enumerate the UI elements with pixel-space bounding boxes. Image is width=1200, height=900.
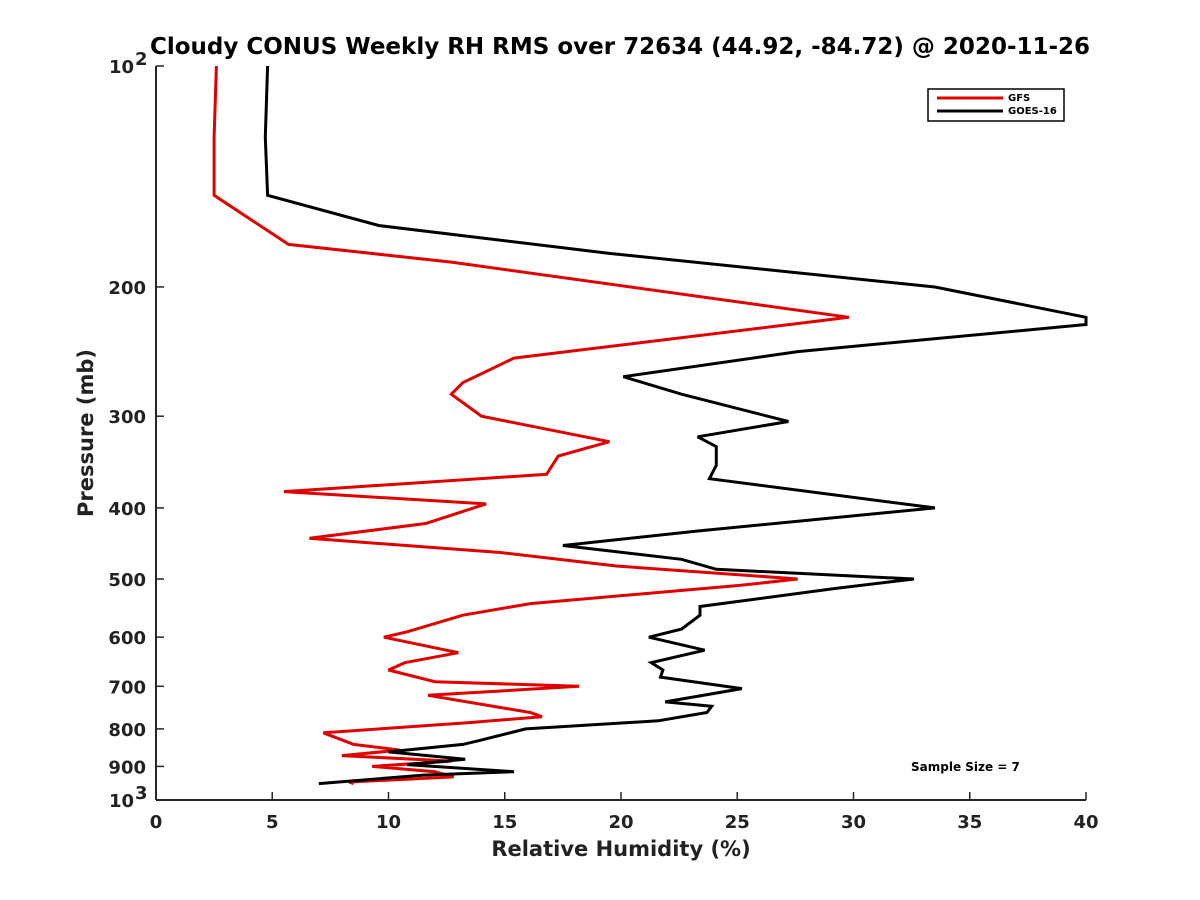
x-tick-label: 30 — [841, 812, 866, 833]
y-tick-label-exponent: 2 — [135, 49, 148, 70]
chart-title: Cloudy CONUS Weekly RH RMS over 72634 (4… — [150, 34, 1090, 60]
x-tick-label: 15 — [492, 812, 517, 833]
y-tick-label-base: 10 — [109, 791, 134, 812]
series-layer — [212, 65, 1088, 786]
sample-size-annotation: Sample Size = 7 — [911, 760, 1020, 774]
legend-label-gfs: GFS — [1008, 93, 1030, 104]
x-axis-ticks: 0 5 10 15 20 25 30 35 40 — [150, 792, 1099, 833]
y-tick-label: 10 — [109, 57, 134, 78]
legend-box — [927, 88, 1065, 122]
y-tick-label-base: 10 — [109, 57, 134, 78]
legend: GFS GOES-16 — [927, 88, 1065, 122]
y-tick-label: 700 — [108, 677, 146, 698]
y-tick-label: 600 — [108, 628, 146, 649]
y-tick-label: 10 — [109, 791, 134, 812]
y-axis-label: Pressure (mb) — [74, 349, 98, 517]
y-tick-label: 400 — [108, 499, 146, 520]
y-tick-label: 900 — [108, 757, 146, 778]
x-tick-label: 5 — [266, 812, 279, 833]
y-tick-label: 500 — [108, 570, 146, 591]
y-tick-label: 200 — [108, 278, 146, 299]
x-tick-label: 10 — [376, 812, 401, 833]
y-tick-label-exponent: 3 — [135, 783, 148, 804]
plot-area — [155, 66, 1086, 801]
x-tick-label: 40 — [1073, 812, 1098, 833]
y-tick-label: 800 — [108, 720, 146, 741]
x-axis-label: Relative Humidity (%) — [491, 837, 750, 861]
x-tick-label: 20 — [608, 812, 633, 833]
x-tick-label: 0 — [150, 812, 163, 833]
x-tick-label: 35 — [957, 812, 982, 833]
legend-label-goes16: GOES-16 — [1008, 106, 1057, 117]
series-line-gfs — [212, 65, 850, 786]
y-tick-label: 300 — [108, 407, 146, 428]
plot-frame — [156, 66, 1086, 800]
series-line-goes16 — [263, 65, 1088, 786]
x-tick-label: 25 — [725, 812, 750, 833]
